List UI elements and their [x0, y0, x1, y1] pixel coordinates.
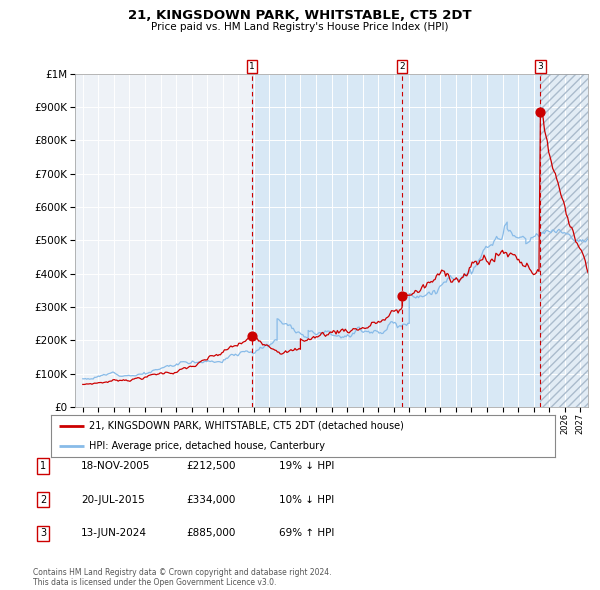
Text: £212,500: £212,500 — [186, 461, 235, 471]
Bar — [541, 74, 588, 407]
Text: 20-JUL-2015: 20-JUL-2015 — [81, 495, 145, 504]
Text: 21, KINGSDOWN PARK, WHITSTABLE, CT5 2DT: 21, KINGSDOWN PARK, WHITSTABLE, CT5 2DT — [128, 9, 472, 22]
Text: 1: 1 — [249, 62, 255, 71]
Text: 3: 3 — [40, 529, 46, 538]
Point — [536, 107, 545, 117]
Bar — [252, 74, 541, 407]
Point — [397, 291, 407, 300]
Text: £334,000: £334,000 — [186, 495, 235, 504]
Text: 2: 2 — [399, 62, 405, 71]
Text: 1: 1 — [40, 461, 46, 471]
Text: Price paid vs. HM Land Registry's House Price Index (HPI): Price paid vs. HM Land Registry's House … — [151, 22, 449, 32]
Text: Contains HM Land Registry data © Crown copyright and database right 2024.
This d: Contains HM Land Registry data © Crown c… — [33, 568, 331, 587]
Text: 69% ↑ HPI: 69% ↑ HPI — [279, 529, 334, 538]
Text: 3: 3 — [538, 62, 544, 71]
Text: 19% ↓ HPI: 19% ↓ HPI — [279, 461, 334, 471]
Text: £885,000: £885,000 — [186, 529, 235, 538]
Text: 13-JUN-2024: 13-JUN-2024 — [81, 529, 147, 538]
Bar — [541, 74, 588, 407]
Text: 2: 2 — [40, 495, 46, 504]
Point — [247, 332, 257, 341]
Text: 18-NOV-2005: 18-NOV-2005 — [81, 461, 151, 471]
Text: 21, KINGSDOWN PARK, WHITSTABLE, CT5 2DT (detached house): 21, KINGSDOWN PARK, WHITSTABLE, CT5 2DT … — [89, 421, 404, 431]
Text: 10% ↓ HPI: 10% ↓ HPI — [279, 495, 334, 504]
Text: HPI: Average price, detached house, Canterbury: HPI: Average price, detached house, Cant… — [89, 441, 325, 451]
